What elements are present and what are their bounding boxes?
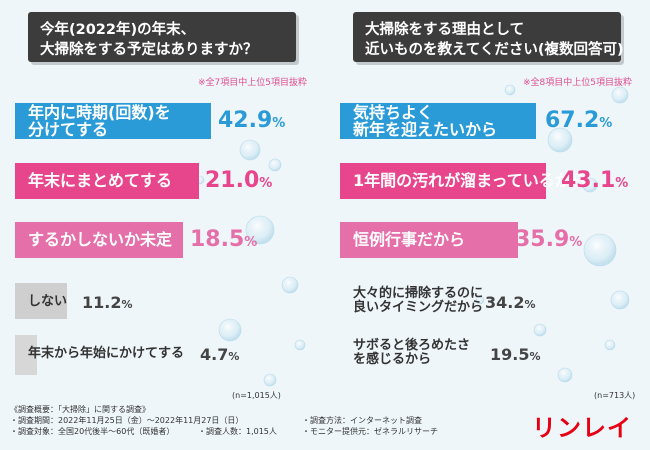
bar-value-label: 34.2% (485, 295, 536, 311)
question-box: 大掃除をする理由として 近いものを教えてください(複数回答可) (353, 12, 624, 62)
value-unit: % (259, 176, 273, 191)
bar-label-line: を感じるから (353, 351, 432, 367)
question-box: 今年(2022年)の年末、 大掃除をする予定はありますか？ (28, 12, 296, 62)
survey-count: ・調査人数：1,015人 (198, 427, 277, 436)
value-unit: % (272, 116, 286, 131)
value-number: 67.2 (545, 108, 600, 133)
bar-label: 気持ちよく 新年を迎えたいから (353, 103, 498, 139)
bar-value-label: 21.0% (205, 170, 272, 192)
value-number: 4.7 (200, 345, 229, 364)
brand-logo: リンレイ (532, 414, 632, 442)
bar-value-label: 11.2% (82, 295, 133, 311)
bar-label: 年末から年始にかけてする (28, 347, 184, 361)
bar-label-line: 良いタイミングだから (353, 299, 484, 315)
bar-value-label: 4.7% (200, 347, 239, 363)
value-unit: % (529, 350, 541, 363)
value-number: 43.1 (561, 168, 616, 193)
bar-label: 1年間の汚れが溜まっているから (353, 171, 587, 190)
value-number: 21.0 (205, 168, 260, 193)
survey-method: ・調査方法：インターネット調査 (302, 416, 422, 425)
bar-label-line: 新年を迎えたいから (353, 119, 498, 139)
value-number: 42.9 (218, 108, 273, 133)
items-note: ※全7項目中上位5項目抜粋 (198, 78, 307, 88)
bar-label-line: 恒例行事だから (353, 230, 466, 249)
bar (15, 335, 37, 375)
bar (340, 163, 546, 199)
bar-label-line: 年末から年始にかけてする (28, 346, 185, 361)
bar-value-label: 42.9% (218, 110, 285, 132)
bar-value-label: 67.2% (545, 110, 612, 132)
bar-label: 恒例行事だから (353, 230, 466, 249)
bar-value-label: 18.5% (190, 229, 257, 251)
bar (340, 103, 536, 139)
value-unit: % (599, 116, 613, 131)
value-number: 19.5 (490, 345, 530, 364)
bar-label: サボると後ろめたさ を感じるから (353, 339, 470, 366)
bar-value-label: 19.5% (490, 347, 541, 363)
bar-label-line: するかしないか未定 (28, 230, 173, 249)
survey-provider: ・モニター提供元：ゼネラルリサーチ (302, 427, 438, 436)
value-unit: % (121, 298, 133, 311)
bar-label-line: 年末にまとめてする (28, 171, 173, 190)
bar-label-line: 1年間の汚れが溜まっているから (353, 171, 587, 190)
sample-size-left: (n=1,015人) (232, 391, 281, 400)
survey-target: ・調査対象：全国20代後半～60代（既婚者） (10, 427, 175, 436)
bar-label-line: しない (28, 294, 68, 309)
bar (15, 283, 67, 319)
bar-value-label: 43.1% (561, 170, 628, 192)
items-note: ※全8項目中上位5項目抜粋 (523, 78, 632, 88)
question-line-2: 大掃除をする予定はありますか？ (40, 42, 258, 58)
bar-label-line: 年内に時期(回数)を (28, 103, 171, 122)
question-line-1: 今年(2022年)の年末、 (40, 22, 196, 38)
value-number: 34.2 (485, 293, 525, 312)
bar-label: 年内に時期(回数)を 分けてする (28, 103, 171, 139)
value-unit: % (615, 176, 629, 191)
value-unit: % (244, 235, 258, 250)
survey-footer: 《調査概要：「大掃除」に関する調査》 ・調査期間：2022年11月25日（金）～… (10, 404, 438, 437)
bar (15, 222, 183, 258)
value-unit: % (524, 298, 536, 311)
survey-period: ・調査期間：2022年11月25日（金）～2022年11月27日（日） (10, 416, 244, 425)
bar-label-line: 気持ちよく (353, 103, 434, 122)
bar-label: しない (28, 295, 67, 309)
bar-label-line: サボると後ろめたさ (353, 338, 471, 353)
bar-label-line: 分けてする (28, 119, 109, 139)
bar-label: 年末にまとめてする (28, 171, 173, 190)
bar-label-line: 大々的に掃除するのに (353, 286, 484, 301)
chart-panel-right: 大掃除をする理由として 近いものを教えてください(複数回答可) ※全8項目中上位… (325, 0, 650, 390)
question-line-1: 大掃除をする理由として (365, 22, 525, 38)
bar-value-label: 35.9% (515, 229, 582, 251)
bar (15, 163, 199, 199)
sample-size-right: (n=713人) (594, 391, 636, 400)
survey-title: 《調査概要：「大掃除」に関する調査》 (10, 405, 150, 414)
value-unit: % (569, 235, 583, 250)
value-number: 11.2 (82, 293, 122, 312)
value-unit: % (228, 350, 240, 363)
bar-label: 大々的に掃除するのに 良いタイミングだから (353, 287, 483, 314)
bar-label: するかしないか未定 (28, 230, 173, 249)
bar (340, 222, 518, 258)
bar (15, 103, 211, 139)
value-number: 18.5 (190, 227, 245, 252)
value-number: 35.9 (515, 227, 570, 252)
chart-panel-left: 今年(2022年)の年末、 大掃除をする予定はありますか？ ※全7項目中上位5項… (0, 0, 325, 390)
question-line-2: 近いものを教えてください(複数回答可) (365, 42, 624, 58)
